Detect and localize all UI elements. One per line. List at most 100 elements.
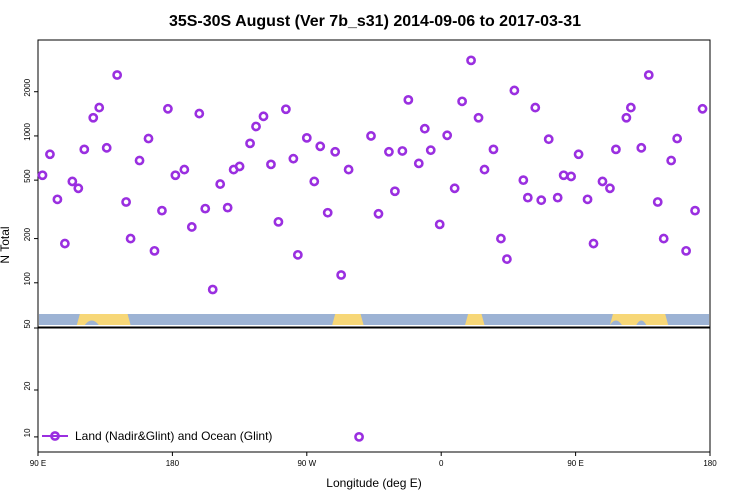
y-axis-label: N Total [0,226,12,263]
data-point [245,138,255,149]
data-point [457,96,468,107]
data-point [373,208,384,219]
legend: Land (Nadir&Glint) and Ocean (Glint) [42,429,272,443]
data-point [366,131,376,141]
data-point [266,159,276,170]
data-point [442,130,453,141]
surface-strip [39,314,709,325]
data-point [643,70,654,80]
data-point [170,170,181,181]
land-patch [465,314,485,325]
y-tick-label: 200 [23,227,32,241]
x-tick-label: 90 E [567,459,583,468]
data-point [566,171,577,182]
data-point [207,284,218,295]
data-point [681,245,692,256]
lower-y-axis: 10 20 50 [23,319,38,438]
data-point [397,146,408,156]
data-point [522,192,533,203]
data-point [672,133,683,144]
data-point [234,161,245,172]
data-point [301,132,312,143]
x-tick-label: 90 E [30,459,46,468]
data-point [67,176,78,187]
data-point [354,432,364,442]
data-point [597,176,608,187]
data-point [425,145,436,156]
x-tick-label: 180 [703,459,717,468]
data-point [200,203,211,214]
data-point [215,179,226,189]
data-point [605,183,615,194]
data-point [466,55,476,66]
data-point [413,158,424,169]
data-point [384,146,394,157]
data-point [530,102,541,113]
data-point [292,249,303,260]
data-point [134,155,145,166]
data-point [163,103,173,114]
legend-label: Land (Nadir&Glint) and Ocean (Glint) [75,429,272,443]
data-point [258,111,269,122]
data-point [143,133,154,144]
land-patch [332,314,364,325]
upper-plot-frame [37,39,711,328]
y-tick-label: 500 [23,169,32,183]
data-point [112,70,123,80]
data-point [611,144,621,155]
data-point [636,142,647,153]
data-point [59,238,70,249]
data-point [121,197,132,207]
data-point [488,144,499,155]
lower-panel: 10 20 50 [23,319,711,453]
data-point [157,205,167,216]
data-point [473,112,484,123]
data-point [666,155,677,166]
data-point [518,175,529,186]
data-point [330,146,341,157]
y-tick-label: 2000 [23,78,32,96]
data-point [94,102,105,113]
data-point [222,202,233,213]
data-point [697,103,708,114]
data-point [88,112,99,123]
x-tick-label: 0 [439,459,444,468]
y-tick-label: 10 [23,428,32,437]
data-point [186,222,197,232]
data-point [552,192,563,203]
data-point [273,216,284,227]
coast-bump [609,320,622,325]
data-point [37,170,48,181]
data-point [419,123,430,134]
x-axis-label: Longitude (deg E) [326,476,421,490]
data-point [315,141,326,152]
data-point [73,183,84,194]
data-point [280,104,291,115]
land-patch [609,314,669,325]
data-point [690,205,700,216]
data-point [125,233,136,244]
data-point [543,134,554,145]
land-patch [76,314,131,325]
coast-bump [636,320,647,325]
data-point [502,254,512,264]
data-point [390,186,400,197]
x-tick-label: 180 [166,459,180,468]
data-point [101,142,112,153]
data-point [179,164,190,175]
upper-panel: 100 200 500 1000 2000 [23,39,711,328]
data-point [149,245,160,256]
data-point [194,108,205,119]
data-point [509,85,520,96]
data-point [322,207,333,218]
data-point [403,94,414,105]
data-point [79,144,90,155]
data-point [621,112,632,123]
data-point [288,153,299,164]
ocean-band [39,314,709,325]
legend-marker [50,431,60,441]
data-point [588,238,599,249]
chart-title: 35S-30S August (Ver 7b_s31) 2014-09-06 t… [169,13,581,30]
data-point [45,149,55,160]
